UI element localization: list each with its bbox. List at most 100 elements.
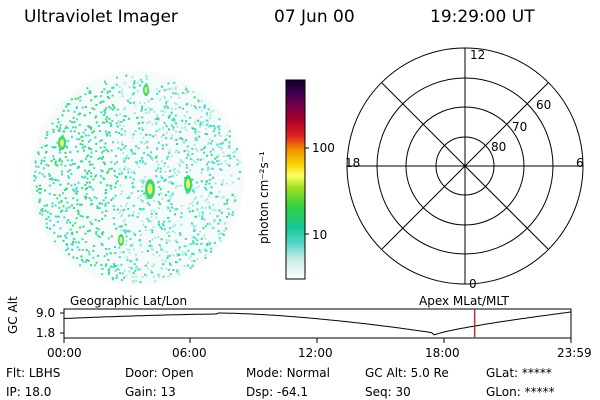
uv-speckle	[120, 279, 123, 281]
uv-speckle	[203, 105, 206, 108]
uv-speckle	[140, 268, 143, 271]
uv-speckle	[168, 116, 171, 119]
uv-speckle	[126, 202, 129, 205]
uv-speckle	[121, 89, 124, 92]
uv-speckle	[117, 147, 120, 150]
uv-speckle	[218, 118, 221, 121]
uv-speckle	[103, 114, 106, 117]
uv-speckle	[182, 160, 185, 163]
uv-speckle	[163, 180, 166, 182]
uv-speckle	[160, 238, 163, 241]
uv-speckle	[152, 159, 154, 162]
timeline-frame	[63, 308, 572, 339]
uv-speckle	[104, 142, 107, 145]
uv-speckle	[72, 126, 75, 129]
uv-speckle	[54, 162, 57, 165]
uv-speckle	[155, 216, 158, 219]
uv-speckle	[226, 134, 228, 137]
uv-speckle	[185, 245, 188, 247]
uv-speckle	[210, 162, 213, 165]
uv-speckle	[119, 251, 122, 254]
uv-speckle	[141, 208, 144, 211]
uv-speckle	[212, 176, 215, 179]
uv-speckle	[156, 160, 159, 163]
uv-speckle	[188, 210, 191, 213]
uv-speckle	[205, 180, 208, 183]
uv-speckle	[54, 163, 57, 166]
uv-speckle	[155, 113, 158, 116]
uv-speckle	[223, 230, 226, 232]
uv-speckle	[214, 157, 217, 160]
uv-speckle	[58, 206, 61, 209]
uv-speckle	[187, 153, 189, 156]
uv-speckle	[112, 265, 115, 268]
uv-speckle	[64, 197, 67, 200]
uv-speckle	[200, 115, 203, 118]
uv-speckle	[211, 140, 214, 143]
uv-speckle	[98, 220, 101, 222]
uv-speckle	[85, 196, 88, 198]
uv-speckle	[80, 258, 83, 261]
uv-speckle	[219, 219, 222, 221]
uv-speckle	[221, 196, 224, 199]
uv-speckle	[173, 171, 176, 174]
uv-speckle	[174, 88, 177, 90]
uv-speckle	[90, 264, 93, 267]
uv-speckle	[120, 204, 123, 207]
uv-speckle	[128, 252, 131, 254]
uv-speckle	[105, 132, 108, 135]
uv-speckle	[86, 171, 89, 174]
uv-speckle	[112, 86, 115, 89]
uv-speckle	[34, 160, 37, 163]
uv-speckle	[124, 175, 127, 178]
uv-speckle	[39, 184, 42, 187]
uv-speckle	[216, 195, 219, 198]
uv-speckle	[72, 197, 75, 200]
uv-speckle	[58, 194, 61, 197]
uv-speckle	[212, 130, 215, 133]
uv-speckle	[148, 120, 151, 123]
uv-speckle	[162, 127, 164, 130]
uv-speckle	[194, 122, 197, 125]
uv-speckle	[70, 98, 73, 101]
uv-speckle	[177, 170, 179, 173]
uv-speckle	[84, 145, 87, 148]
uv-speckle	[140, 127, 143, 129]
uv-speckle	[211, 160, 214, 163]
uv-speckle	[130, 244, 132, 247]
uv-speckle	[180, 204, 183, 207]
uv-speckle	[173, 208, 176, 210]
uv-speckle	[88, 181, 91, 184]
uv-speckle	[62, 205, 65, 208]
uv-speckle	[72, 241, 74, 243]
uv-speckle	[161, 259, 164, 262]
uv-speckle	[206, 223, 209, 225]
uv-speckle	[135, 258, 138, 261]
uv-speckle	[139, 244, 142, 247]
uv-speckle	[88, 229, 91, 232]
uv-speckle	[107, 269, 110, 272]
uv-speckle	[130, 171, 133, 174]
uv-speckle	[234, 195, 237, 198]
uv-speckle	[208, 194, 211, 197]
uv-speckle	[194, 228, 197, 231]
uv-speckle	[90, 151, 93, 154]
uv-speckle	[157, 163, 160, 166]
uv-speckle	[144, 264, 147, 267]
uv-speckle	[43, 204, 46, 207]
uv-speckle	[149, 155, 152, 158]
uv-speckle	[67, 247, 70, 250]
uv-speckle	[81, 175, 84, 178]
uv-speckle	[209, 116, 212, 119]
uv-speckle	[109, 107, 112, 110]
uv-speckle	[124, 205, 127, 208]
uv-speckle	[218, 209, 221, 212]
uv-speckle	[79, 264, 82, 267]
uv-speckle	[234, 150, 237, 153]
uv-speckle	[81, 146, 84, 149]
uv-speckle	[92, 249, 95, 252]
uv-speckle	[74, 126, 77, 129]
uv-speckle	[77, 211, 80, 214]
uv-speckle	[172, 174, 175, 177]
uv-speckle	[137, 196, 140, 199]
